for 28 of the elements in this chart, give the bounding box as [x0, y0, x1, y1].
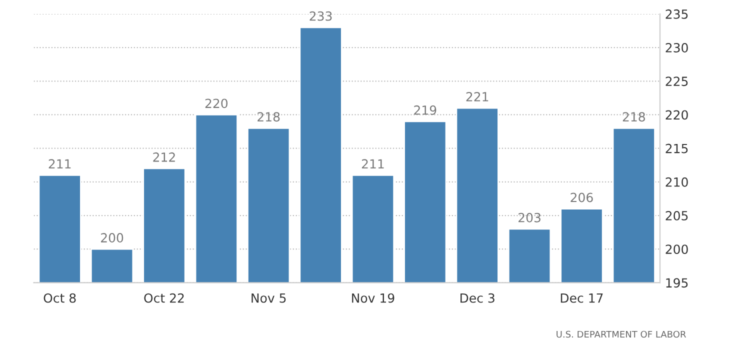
data-label: 211 [362, 159, 384, 168]
y-tick-label: 195 [666, 278, 688, 288]
x-tick-label: Nov 5 [252, 293, 286, 303]
x-tick-label: Nov 19 [352, 293, 394, 303]
y-tick-label: 220 [666, 110, 688, 120]
x-tick-label: Oct 8 [44, 293, 76, 303]
y-tick-label: 200 [666, 244, 688, 254]
data-label: 212 [153, 152, 175, 162]
data-label: 211 [48, 159, 71, 168]
y-tick-label: 210 [666, 177, 688, 187]
data-label: 221 [466, 92, 488, 102]
y-tick-label: 235 [666, 9, 688, 19]
data-label: 206 [570, 192, 593, 202]
text: U.S. DEPARTMENT OF LABOR [556, 330, 686, 338]
data-label: 218 [258, 112, 280, 122]
data-label: 203 [518, 212, 540, 222]
x-tick-label: Oct 22 [144, 293, 184, 303]
x-tick-label: Dec 3 [460, 293, 494, 303]
x-tick-label: Dec 17 [560, 293, 603, 303]
data-label: 200 [101, 233, 124, 243]
data-label: 233 [310, 11, 332, 21]
y-tick-label: 230 [666, 43, 688, 52]
data-label: 220 [205, 98, 228, 108]
y-tick-label: 225 [666, 76, 688, 86]
y-tick-label: 205 [666, 210, 688, 220]
data-label: 218 [622, 112, 645, 122]
y-tick-label: 215 [666, 144, 688, 154]
data-label: 219 [414, 105, 436, 115]
